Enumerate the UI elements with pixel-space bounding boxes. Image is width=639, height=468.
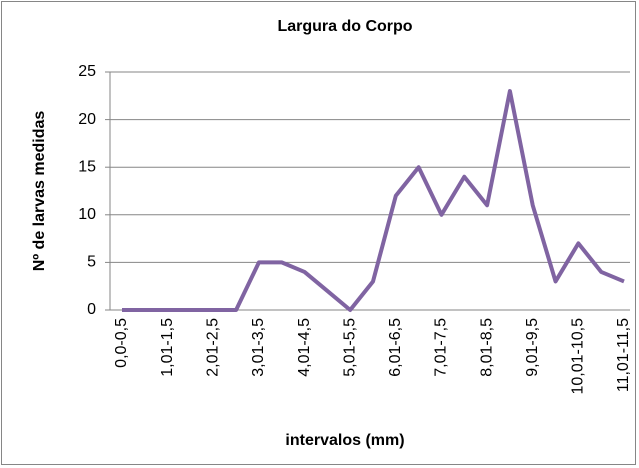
y-tick-label: 0 [87,301,96,318]
x-tick-label: 8,01-8,5 [478,318,495,377]
x-tick-label: 10,01-10,5 [570,318,587,395]
y-tick-label: 5 [87,254,96,271]
x-tick-label: 9,01-9,5 [524,318,541,377]
x-tick-label: 4,01-4,5 [296,318,313,377]
y-tick-label: 10 [78,206,96,223]
y-tick-label: 20 [78,111,96,128]
x-tick-label: 1,01-1,5 [159,318,176,377]
x-tick-label: 6,01-6,5 [387,318,404,377]
x-tick-label: 2,01-2,5 [204,318,221,377]
x-tick-label: 5,01-5,5 [341,318,358,377]
x-tick-label: 0,0-0,5 [113,318,130,368]
line-series [122,89,625,312]
y-tick-label: 15 [78,158,96,175]
chart-title: Largura do Corpo [277,18,412,35]
x-tick-label: 11,01-11,5 [615,318,632,392]
y-axis-label: Nº de larvas medidas [31,111,48,272]
x-tick-label: 7,01-7,5 [433,318,450,377]
x-axis-label: intervalos (mm) [285,432,404,449]
x-tick-label: 3,01-3,5 [250,318,267,377]
y-tick-label: 25 [78,63,96,80]
